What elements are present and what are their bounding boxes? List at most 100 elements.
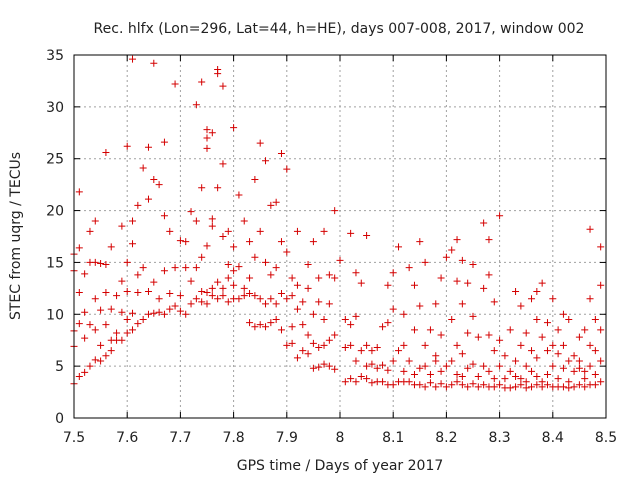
axis-ticks	[73, 54, 607, 419]
data-point	[240, 284, 248, 292]
data-point	[304, 261, 312, 269]
data-point	[176, 307, 184, 315]
data-point	[160, 212, 168, 220]
data-point	[581, 326, 589, 334]
data-point	[134, 271, 142, 279]
data-point	[150, 309, 158, 317]
data-point	[219, 160, 227, 168]
data-point	[277, 290, 285, 298]
data-point	[267, 201, 275, 209]
data-point	[214, 278, 222, 286]
x-tick-label: 8.1	[382, 430, 404, 446]
data-point	[363, 362, 371, 370]
data-point	[272, 264, 280, 272]
data-point	[150, 278, 158, 286]
data-point	[256, 139, 264, 147]
data-point	[421, 383, 429, 391]
data-point	[75, 320, 83, 328]
data-point	[528, 383, 536, 391]
data-point	[400, 367, 408, 375]
chart-title: Rec. hlfx (Lon=296, Lat=44, h=HE), days …	[94, 21, 585, 37]
data-point	[272, 315, 280, 323]
y-axis-label: STEC from uqrg / TECUs	[8, 152, 24, 320]
data-point	[437, 274, 445, 282]
data-point	[288, 339, 296, 347]
data-point	[102, 321, 110, 329]
data-point	[208, 284, 216, 292]
x-tick-label: 7.7	[169, 430, 191, 446]
data-point	[528, 295, 536, 303]
data-point	[134, 201, 142, 209]
data-point	[129, 309, 137, 317]
data-point	[144, 143, 152, 151]
data-point	[203, 300, 211, 308]
data-point	[512, 357, 520, 365]
data-point	[448, 357, 456, 365]
data-point	[118, 336, 126, 344]
data-point	[347, 321, 355, 329]
y-tick-label: 10	[46, 307, 64, 323]
data-point	[325, 271, 333, 279]
data-point	[256, 321, 264, 329]
data-point	[395, 243, 403, 251]
x-tick-label: 7.6	[116, 430, 138, 446]
data-point	[309, 238, 317, 246]
data-point	[208, 215, 216, 223]
data-point	[224, 261, 232, 269]
data-point	[416, 381, 424, 389]
data-point	[565, 357, 573, 365]
data-point	[288, 323, 296, 331]
data-point	[512, 383, 520, 391]
data-point	[565, 384, 573, 392]
data-point	[240, 292, 248, 300]
data-point	[91, 326, 99, 334]
data-point	[139, 315, 147, 323]
data-point	[597, 281, 605, 289]
data-point	[501, 352, 509, 360]
data-point	[144, 310, 152, 318]
data-point	[549, 295, 557, 303]
data-point	[533, 373, 541, 381]
data-point	[219, 284, 227, 292]
data-point	[426, 326, 434, 334]
data-point	[474, 333, 482, 341]
data-point	[575, 364, 583, 372]
data-point	[543, 370, 551, 378]
data-point	[150, 59, 158, 67]
data-point	[192, 217, 200, 225]
data-point	[176, 237, 184, 245]
data-point	[464, 364, 472, 372]
data-point	[123, 258, 131, 266]
data-point	[543, 347, 551, 355]
data-point	[426, 370, 434, 378]
data-point	[203, 134, 211, 142]
data-point	[458, 381, 466, 389]
data-point	[283, 295, 291, 303]
data-point	[176, 292, 184, 300]
data-point	[171, 80, 179, 88]
data-point	[352, 378, 360, 386]
data-point	[97, 259, 105, 267]
data-point	[118, 222, 126, 230]
data-point	[325, 362, 333, 370]
data-point	[187, 277, 195, 285]
data-point	[363, 341, 371, 349]
data-point	[203, 126, 211, 134]
data-point	[357, 373, 365, 381]
data-point	[331, 331, 339, 339]
data-point	[458, 373, 466, 381]
data-point	[506, 384, 514, 392]
data-point	[469, 312, 477, 320]
data-point	[293, 281, 301, 289]
data-point	[144, 195, 152, 203]
data-point	[570, 367, 578, 375]
data-point	[208, 129, 216, 137]
data-point	[262, 323, 270, 331]
data-point	[320, 360, 328, 368]
data-point	[86, 362, 94, 370]
data-point	[208, 222, 216, 230]
data-point	[379, 323, 387, 331]
data-point	[75, 289, 83, 297]
data-point	[416, 302, 424, 310]
